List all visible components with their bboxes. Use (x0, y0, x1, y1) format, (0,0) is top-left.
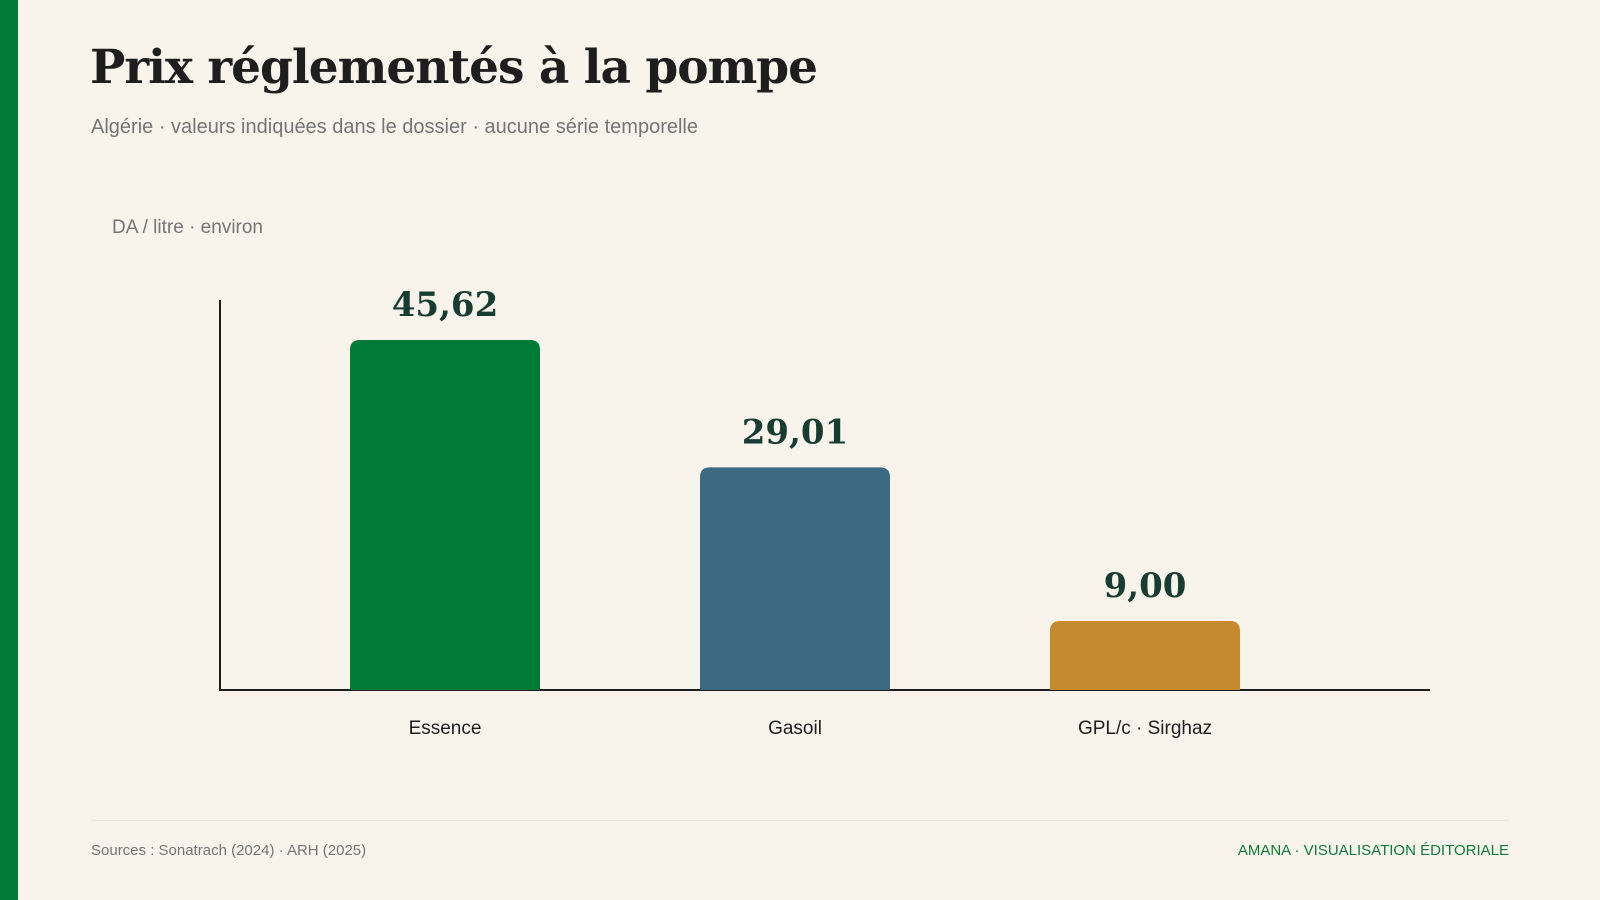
category-label-0: Essence (409, 718, 482, 739)
sources-note: Sources : Sonatrach (2024) · ARH (2025) (91, 842, 367, 859)
brand-credit: AMANA · VISUALISATION ÉDITORIALE (1237, 842, 1509, 859)
category-label-2: GPL/c · Sirghaz (1078, 718, 1212, 739)
value-label-2: 9,00 (1104, 566, 1187, 606)
value-label-0: 45,62 (392, 285, 498, 325)
footer-divider (91, 820, 1509, 821)
chart-title: Prix réglementés à la pompe (90, 40, 818, 95)
value-label-1: 29,01 (742, 412, 848, 452)
chart-subtitle: Algérie · valeurs indiquées dans le doss… (91, 116, 698, 138)
bar-chart: 45,62 Essence 29,01 Gasoil 9,00 GPL/c · Sirgh… (219, 285, 1430, 739)
accent-bar (0, 0, 18, 900)
bar-1 (700, 467, 890, 690)
bar-0 (350, 340, 540, 690)
category-label-1: Gasoil (768, 718, 822, 739)
bar-2 (1050, 620, 1240, 690)
unit-label: DA / litre · environ (112, 217, 263, 238)
